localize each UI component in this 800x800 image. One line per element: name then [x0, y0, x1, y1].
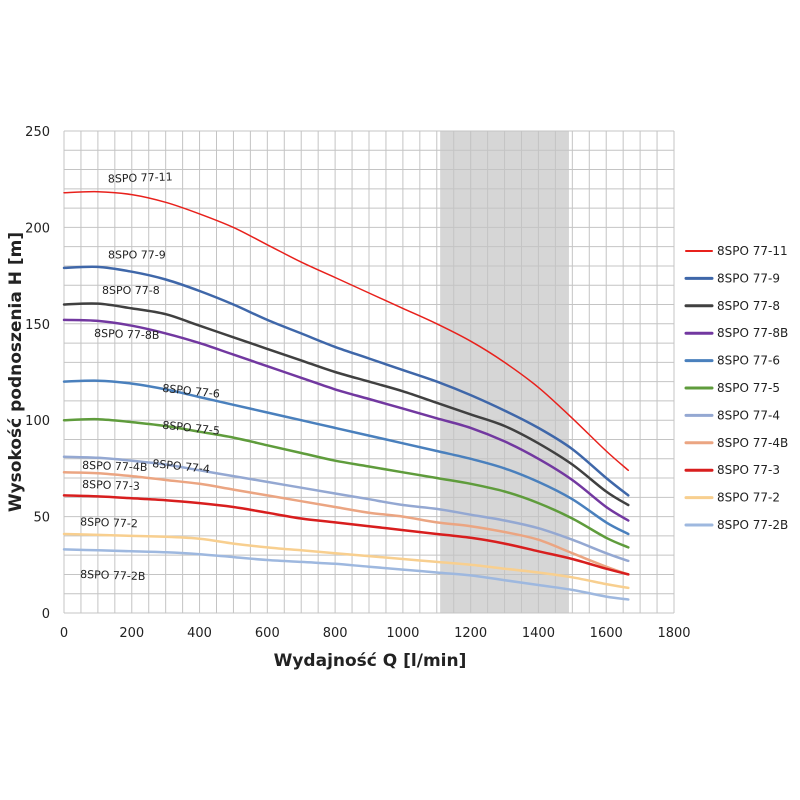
curve-labels: 8SPO 77-11 8SPO 77-9 8SPO 77-8 8SPO 77-8B 8S…: [80, 170, 221, 583]
series-line-8spo-77-8b: [62, 318, 630, 522]
x-tick-label: 1600: [590, 626, 623, 641]
x-tick-label: 400: [187, 626, 212, 641]
legend-label-8spo-77-2b: 8SPO 77-2B: [717, 518, 788, 532]
curve-label-8spo-77-8b: 8SPO 77-8B: [94, 327, 160, 342]
series-line-8spo-77-8: [62, 302, 630, 507]
y-tick-label: 100: [25, 414, 50, 429]
series-lines: [62, 190, 630, 601]
curve-label-8spo-77-2b: 8SPO 77-2B: [80, 568, 146, 583]
x-tick-label: 1200: [454, 626, 487, 641]
legend-label-8spo-77-9: 8SPO 77-9: [717, 271, 780, 285]
series-line-8spo-77-3: [62, 494, 630, 576]
y-tick-label: 200: [25, 221, 50, 236]
y-tick-label: 0: [42, 607, 50, 622]
curve-label-8spo-77-11: 8SPO 77-11: [108, 170, 173, 185]
x-tick-label: 1400: [522, 626, 555, 641]
legend-label-8spo-77-2: 8SPO 77-2: [717, 491, 780, 505]
legend: 8SPO 77-11 8SPO 77-9 8SPO 77-8 8SPO 77-8B 8S…: [684, 244, 788, 532]
legend-label-8spo-77-5: 8SPO 77-5: [717, 381, 780, 395]
series-line-8spo-77-4: [62, 455, 630, 563]
series-line-8spo-77-6: [62, 379, 630, 536]
x-tick-label: 1800: [657, 626, 690, 641]
legend-label-8spo-77-8b: 8SPO 77-8B: [717, 326, 788, 340]
series-line-8spo-77-4b: [62, 471, 630, 576]
x-tick-label: 1000: [386, 626, 419, 641]
grid: [63, 130, 675, 614]
series-line-8spo-77-2: [62, 532, 630, 590]
legend-label-8spo-77-4: 8SPO 77-4: [717, 408, 780, 422]
series-line-8spo-77-9: [62, 265, 630, 497]
curve-label-8spo-77-4: 8SPO 77-4: [152, 457, 211, 476]
x-tick-label: 0: [60, 626, 68, 641]
curve-label-8spo-77-5: 8SPO 77-5: [162, 419, 221, 438]
curve-label-8spo-77-9: 8SPO 77-9: [108, 248, 166, 261]
curve-label-8spo-77-6: 8SPO 77-6: [162, 382, 221, 401]
tick-labels: 0 200 400 600 800 1000 1200 1400 1600 1800 0 50 100 1…: [25, 125, 690, 641]
curve-label-8spo-77-2: 8SPO 77-2: [80, 515, 138, 530]
series-line-8spo-77-2b: [62, 548, 630, 601]
y-axis-title: Wysokość podnoszenia H [m]: [6, 232, 26, 512]
x-tick-label: 800: [323, 626, 348, 641]
legend-label-8spo-77-4b: 8SPO 77-4B: [717, 436, 788, 450]
legend-label-8spo-77-3: 8SPO 77-3: [717, 463, 780, 477]
legend-label-8spo-77-8: 8SPO 77-8: [717, 299, 780, 313]
curve-label-8spo-77-4b: 8SPO 77-4B: [82, 459, 148, 474]
x-axis-title: Wydajność Q [l/min]: [274, 651, 467, 671]
legend-label-8spo-77-6: 8SPO 77-6: [717, 354, 780, 368]
series-line-8spo-77-5: [62, 417, 630, 549]
y-tick-label: 50: [33, 511, 50, 526]
curve-label-8spo-77-8: 8SPO 77-8: [102, 284, 160, 297]
x-tick-label: 600: [255, 626, 280, 641]
y-tick-label: 250: [25, 125, 50, 140]
series-line-8spo-77-11: [63, 190, 630, 472]
curve-label-8spo-77-3: 8SPO 77-3: [82, 478, 140, 493]
legend-label-8spo-77-11: 8SPO 77-11: [717, 244, 788, 258]
x-tick-label: 200: [119, 626, 144, 641]
y-tick-label: 150: [25, 318, 50, 333]
